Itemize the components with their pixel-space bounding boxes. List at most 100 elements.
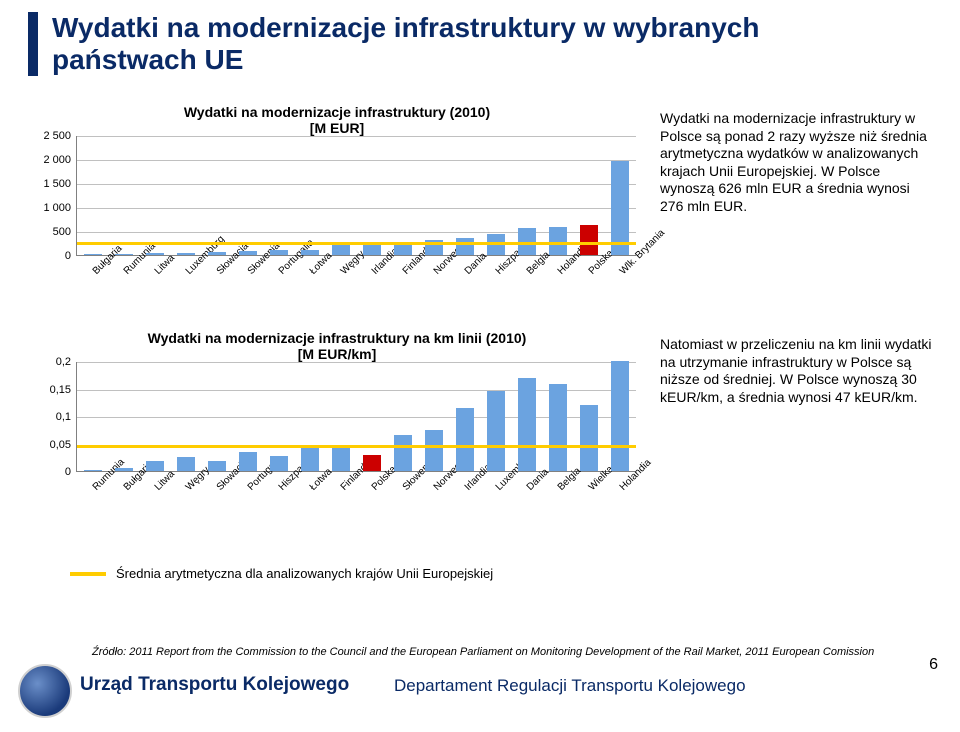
desc2: Natomiast w przeliczeniu na km linii wyd…: [660, 330, 932, 540]
xlabels: BułgariaRumuniaLitwaLuxemburgSłowacjaSło…: [77, 255, 636, 268]
bars-container: [77, 362, 636, 471]
bar: [84, 254, 102, 255]
bar: [456, 238, 474, 255]
xlabel: Rumunia: [89, 471, 111, 493]
bar: [239, 251, 257, 255]
xlabel: Norwegia: [430, 255, 452, 277]
avg-line: [77, 242, 636, 245]
title-block: Wydatki na modernizacje infrastruktury w…: [28, 12, 759, 76]
xlabel: Belgia: [554, 471, 576, 493]
bar: [363, 244, 381, 255]
bar: [115, 254, 133, 255]
xlabel: Polska: [586, 255, 608, 277]
bar: [270, 250, 288, 255]
bar: [332, 446, 350, 471]
avg-line: [77, 445, 636, 448]
org-logo: [18, 664, 72, 718]
chart1-title-l2: [M EUR]: [28, 120, 646, 136]
xlabel: Rumunia: [120, 255, 142, 277]
xlabel: Słowacja: [213, 255, 235, 277]
ytick-label: 0,1: [29, 411, 71, 423]
xlabel: Dania: [523, 471, 545, 493]
bar: [549, 384, 567, 471]
xlabel: Litwa: [151, 255, 173, 277]
ytick-label: 1 000: [29, 202, 71, 214]
ytick-label: 0,05: [29, 439, 71, 451]
page-title-line2: państwach UE: [52, 44, 759, 76]
bar: [611, 361, 629, 471]
xlabel: Hiszpania: [275, 471, 297, 493]
xlabel: Irlandia: [461, 471, 483, 493]
legend-avg-label: Średnia arytmetyczna dla analizowanych k…: [116, 566, 493, 581]
bar: [363, 455, 381, 472]
xlabel: Słowacja: [213, 471, 235, 493]
xlabel: Bułgaria: [89, 255, 111, 277]
bar: [177, 457, 195, 471]
ytick-label: 0: [29, 466, 71, 478]
xlabel: Wielka…: [586, 471, 608, 493]
xlabel: Polska: [368, 471, 390, 493]
chart1-area: Wydatki na modernizacje infrastruktury (…: [28, 104, 646, 304]
bar: [239, 452, 257, 471]
bar: [115, 468, 133, 471]
bar: [84, 470, 102, 471]
chart-row-1: Wydatki na modernizacje infrastruktury (…: [28, 104, 932, 304]
bar: [394, 435, 412, 471]
bar: [487, 391, 505, 471]
ytick-label: 0,2: [29, 356, 71, 368]
xlabel: Wlk. Brytania: [617, 255, 639, 277]
bar: [580, 405, 598, 471]
chart2-plot: 00,050,10,150,2RumuniaBułgariaLitwaWęgry…: [76, 362, 636, 472]
footer: Źródło: 2011 Report from the Commission …: [0, 646, 960, 732]
desc1: Wydatki na modernizacje infrastruktury w…: [660, 104, 932, 304]
xlabel: Litwa: [151, 471, 173, 493]
chart2-title-l1: Wydatki na modernizacje infrastruktury n…: [28, 330, 646, 346]
bar: [146, 461, 164, 471]
page-number: 6: [929, 656, 938, 674]
source-text: Źródło: 2011 Report from the Commission …: [92, 646, 874, 658]
ytick-label: 500: [29, 226, 71, 238]
xlabel: Luxemburg: [182, 255, 204, 277]
bar: [301, 250, 319, 255]
ytick-label: 2 500: [29, 130, 71, 142]
bar: [580, 225, 598, 255]
bar: [518, 378, 536, 472]
xlabel: Portugalia: [275, 255, 297, 277]
page-title-line1: Wydatki na modernizacje infrastruktury w…: [52, 12, 759, 44]
xlabel: Słowenia: [399, 471, 421, 493]
bar: [177, 253, 195, 255]
xlabel: Portugalia: [244, 471, 266, 493]
bar: [208, 252, 226, 255]
chart2-area: Wydatki na modernizacje infrastruktury n…: [28, 330, 646, 540]
chart1-title-l1: Wydatki na modernizacje infrastruktury (…: [28, 104, 646, 120]
chart-row-2: Wydatki na modernizacje infrastruktury n…: [28, 330, 932, 540]
bar: [332, 245, 350, 255]
chart1-plot: 05001 0001 5002 0002 500BułgariaRumuniaL…: [76, 136, 636, 256]
xlabel: Węgry: [182, 471, 204, 493]
xlabel: Dania: [461, 255, 483, 277]
xlabel: Hiszpania: [492, 255, 514, 277]
xlabel: Belgia: [523, 255, 545, 277]
bars-container: [77, 136, 636, 255]
ytick-label: 2 000: [29, 154, 71, 166]
bar: [146, 253, 164, 255]
xlabels: RumuniaBułgariaLitwaWęgrySłowacjaPortuga…: [77, 471, 636, 484]
xlabel: Łotwa: [306, 471, 328, 493]
ytick-label: 0: [29, 250, 71, 262]
ytick-label: 1 500: [29, 178, 71, 190]
xlabel: Irlandia: [368, 255, 390, 277]
xlabel: Słowenia: [244, 255, 266, 277]
bar: [456, 408, 474, 471]
bar: [425, 430, 443, 471]
xlabel: Finlandia: [337, 471, 359, 493]
xlabel: Norwegia: [430, 471, 452, 493]
legend-swatch: [70, 572, 106, 576]
xlabel: Węgry: [337, 255, 359, 277]
xlabel: Bułgaria: [120, 471, 142, 493]
ytick-label: 0,15: [29, 384, 71, 396]
legend-avg: Średnia arytmetyczna dla analizowanych k…: [70, 566, 493, 581]
xlabel: Luxemburg: [492, 471, 514, 493]
org-name: Urząd Transportu Kolejowego: [80, 674, 349, 696]
xlabel: Holandia: [554, 255, 576, 277]
xlabel: Finlandia: [399, 255, 421, 277]
